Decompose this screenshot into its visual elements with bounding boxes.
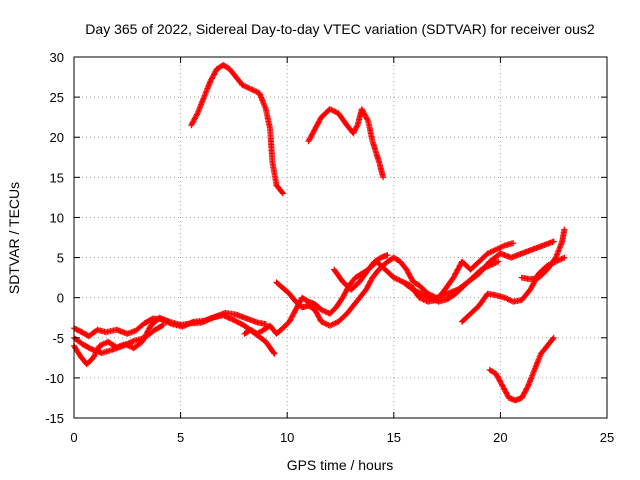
data-points (71, 62, 568, 404)
y-tick-label: 20 (50, 130, 64, 145)
y-tick-label: -15 (45, 411, 64, 426)
x-tick-label: 5 (177, 430, 184, 445)
chart-title: Day 365 of 2022, Sidereal Day-to-day VTE… (85, 21, 595, 37)
x-tick-label: 15 (387, 430, 401, 445)
data-point-markers (273, 238, 557, 329)
series-arc-12 (518, 226, 568, 283)
data-point-markers (486, 334, 557, 404)
series-arc-11 (486, 334, 557, 404)
y-tick-label: 5 (57, 251, 64, 266)
grid-lines (74, 57, 607, 418)
data-point-markers (518, 226, 568, 283)
data-point-markers (188, 62, 286, 197)
x-tick-label: 20 (493, 430, 507, 445)
x-tick-label: 10 (280, 430, 294, 445)
series-arc-05 (305, 106, 387, 181)
x-tick-label: 25 (600, 430, 614, 445)
x-tick-label: 0 (70, 430, 77, 445)
y-axis-label: SDTVAR / TECUs (6, 182, 22, 294)
axis-ticks: 0 5 10 15 20 25 -15 -10 -5 0 5 10 15 20 25 30 (45, 50, 614, 445)
y-tick-label: 10 (50, 210, 64, 225)
series-arc-04 (188, 62, 286, 197)
x-axis-label: GPS time / hours (287, 457, 394, 473)
y-tick-label: 30 (50, 50, 64, 65)
y-tick-label: 25 (50, 90, 64, 105)
series-arc-07 (273, 238, 557, 329)
y-tick-label: -10 (45, 371, 64, 386)
plot-frame (73, 56, 608, 419)
series-arc-09 (401, 258, 502, 305)
y-tick-label: -5 (52, 331, 64, 346)
y-tick-label: 15 (50, 170, 64, 185)
data-point-markers (305, 106, 387, 181)
data-point-markers (401, 258, 502, 305)
y-tick-label: 0 (57, 291, 64, 306)
